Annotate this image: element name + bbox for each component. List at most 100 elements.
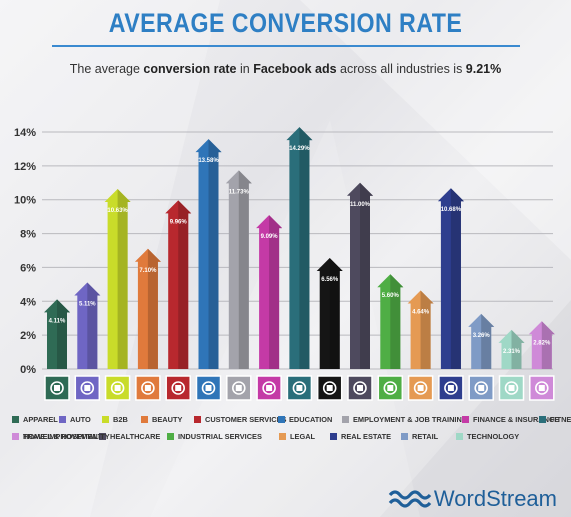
icon-tile [226,375,252,401]
legend-label: FITNESS [550,415,571,424]
legend-item: EDUCATION [278,415,332,424]
wordstream-logo: WordStream [388,486,557,512]
icon-glyph-core [144,385,151,391]
gavel-icon [407,375,434,401]
y-tick-label: 14% [14,127,36,139]
data-label: 2.31% [503,349,521,355]
icon-glyph-core [508,385,515,391]
icon-tile [347,375,373,401]
icon-glyph-core [296,385,303,391]
icon-glyph [413,381,428,395]
data-label: 11.00% [350,202,371,208]
icon-glyph-core [417,385,424,391]
icon-glyph [474,381,489,395]
mirror-icon [135,375,161,401]
legend-swatch [102,416,109,423]
legend-swatch [12,416,19,423]
data-label: 10.63% [107,208,128,214]
data-label: 13.58% [198,158,219,164]
y-tick-label: 12% [14,161,36,173]
legend-label: CUSTOMER SERVICES [205,415,287,424]
legend-item: AUTO [59,415,91,424]
bar-industrial-services [377,274,404,369]
legend-swatch [539,416,546,423]
bar-retail [468,313,495,369]
bar-shade [117,189,131,369]
briefcase-icon [226,375,252,401]
legend-swatch [279,433,286,440]
legend-label: INDUSTRIAL SERVICES [178,432,262,441]
first-aid-icon [347,375,373,401]
tag-icon [468,375,494,401]
bar-chart: 0% 2% 4% 6% 8% 10% 12% 14% 4.11% 5.11% 10.63% 7.10%… [14,127,555,401]
icon-glyph-core [54,385,60,391]
icon-glyph-core [205,385,212,391]
legend-swatch [401,433,408,440]
bar-shade [360,182,373,369]
legend-item: EMPLOYMENT & JOB TRAINING [342,415,468,424]
icon-glyph-core [175,385,182,391]
icon-glyph-core [538,385,545,391]
y-tick-label: 0% [20,364,36,376]
chart-title: AVERAGE CONVERSION RATE [108,8,463,38]
y-tick-label: 8% [20,229,36,241]
bar-b-b [104,189,131,369]
icon-glyph [353,381,367,395]
tools-icon [316,375,343,401]
legend-swatch [462,416,469,423]
bar-shade [87,282,101,369]
legend-swatch [59,416,66,423]
data-label: 7.10% [139,268,157,274]
legend-label: BEAUTY [152,415,183,424]
bar-shade [511,329,525,369]
bar-education [195,139,222,369]
chart-subtitle: The average conversion rate in Facebook … [69,62,502,76]
bar-real-estate [437,188,464,369]
legend-label: HEALTHCARE [110,432,161,441]
bar-auto [74,282,101,369]
wave-logo-icon [388,490,432,508]
map-pin-icon [529,375,555,401]
icon-glyph [262,381,276,395]
bar-shade [329,257,343,369]
legend-label: TECHNOLOGY [467,432,520,441]
bicep-icon [286,375,313,401]
bar-shade [481,313,495,369]
y-tick-label: 6% [20,262,36,274]
bar-home-improvement [316,257,343,369]
car-icon [74,375,101,401]
data-label: 6.56% [321,277,339,283]
icon-glyph [171,381,185,395]
bar-customer-services [165,200,192,369]
laptop-icon [498,375,525,401]
legend-label: APPAREL [23,415,58,424]
legend-item: FITNESS [539,415,571,424]
icon-glyph [201,381,216,395]
data-label: 10.68% [441,207,462,213]
bar-legal [407,290,434,369]
legend-swatch [330,433,337,440]
icon-glyph-core [84,385,91,391]
icon-glyph-core [478,385,485,391]
legend-item: B2B [102,415,128,424]
data-label: 4.11% [49,318,66,324]
legend-item: APPAREL [12,415,58,424]
legend-label: AUTO [70,415,91,424]
legend-swatch [141,416,148,423]
title-divider [52,45,520,47]
legend-item: LEGAL [279,432,315,441]
legend-row: HOME IMPROVEMENT HEALTHCARE INDUSTRIAL SER… [12,432,567,449]
legend-swatch [167,433,174,440]
bar-fitness [286,127,313,369]
legend-label: TRAVEL & HOSPITALITY [23,432,110,441]
bar-shade [147,248,161,369]
data-label: 4.64% [412,309,430,315]
legend-item: HEALTHCARE [99,432,160,441]
bar-shade [420,290,434,369]
icon-glyph-core [266,385,273,391]
legend-item: FINANCE & INSURANCE [462,415,559,424]
factory-icon [377,375,404,401]
legend: APPAREL AUTO B2B BEAUTY CUSTOMER SERVICES EDU… [12,415,571,449]
data-label: 14.29% [289,146,310,152]
bar-employment-job-training [225,170,252,369]
